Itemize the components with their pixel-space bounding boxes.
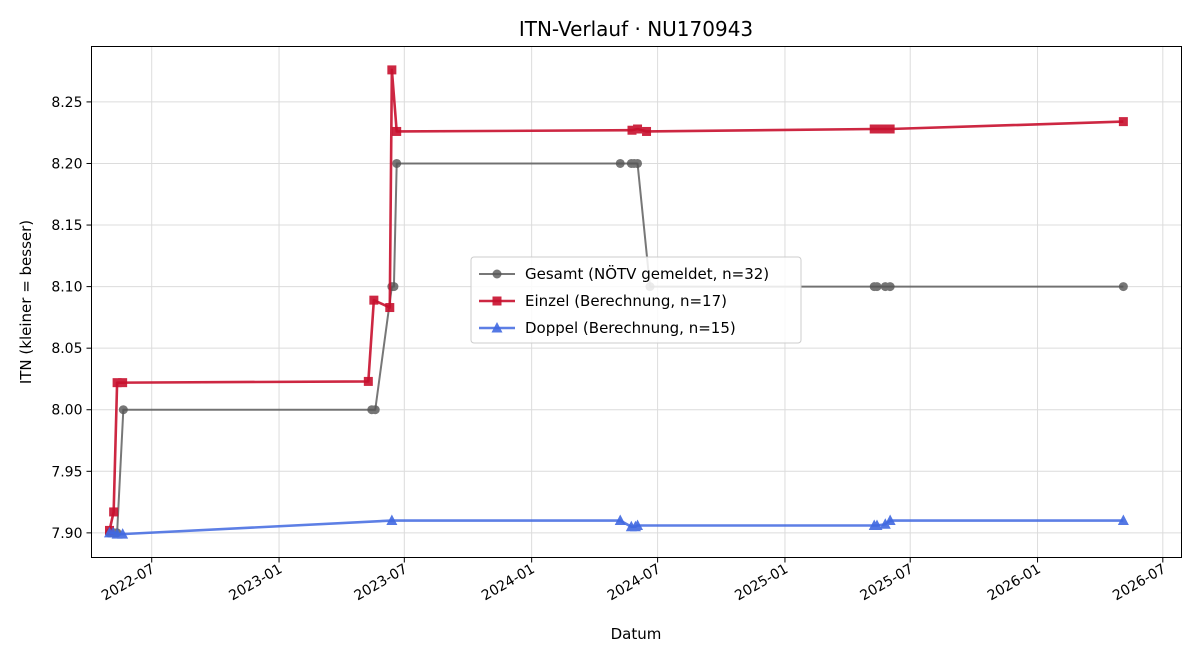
series-layer — [103, 65, 1129, 539]
data-point — [392, 126, 402, 136]
x-tick-label: 2026-01 — [985, 561, 1044, 604]
data-point — [614, 514, 626, 526]
data-point — [117, 528, 129, 539]
x-tick-label: 2025-07 — [858, 561, 917, 604]
x-tick-label: 2024-07 — [605, 561, 664, 604]
y-axis-ticks: 7.90 7.95 8.00 8.05 8.10 8.15 8.20 8.25 — [51, 95, 92, 542]
data-point — [370, 405, 380, 415]
legend-label: Einzel (Berechnung, n=17) — [525, 292, 727, 310]
data-point — [885, 282, 895, 292]
data-point — [369, 295, 379, 305]
data-point — [878, 124, 888, 134]
legend-item: Doppel (Berechnung, n=15) — [479, 319, 736, 337]
y-tick-label: 7.95 — [51, 464, 82, 480]
data-point — [633, 158, 643, 168]
data-point — [118, 405, 128, 415]
x-tick-label: 2023-07 — [352, 561, 411, 604]
legend-box — [470, 256, 802, 344]
legend-marker — [492, 296, 502, 306]
data-point — [385, 303, 395, 313]
series-markers — [103, 514, 1129, 539]
data-point — [884, 514, 896, 526]
data-point — [879, 518, 891, 529]
data-point — [389, 282, 399, 292]
data-point — [387, 65, 397, 75]
data-point — [869, 124, 879, 134]
data-point — [632, 519, 644, 530]
data-point — [112, 378, 122, 388]
series-square — [104, 65, 1128, 535]
data-point — [363, 376, 373, 386]
data-point — [885, 124, 895, 134]
y-tick-label: 8.10 — [51, 280, 82, 296]
data-point — [118, 378, 128, 388]
y-tick-label: 8.20 — [51, 156, 82, 172]
data-point — [872, 282, 882, 292]
data-point — [871, 519, 883, 530]
legend-label: Gesamt (NÖTV gemeldet, n=32) — [525, 264, 769, 283]
data-point — [627, 125, 637, 135]
data-point — [1118, 282, 1128, 292]
legend-marker — [491, 322, 503, 333]
x-tick-label: 2022-07 — [99, 561, 158, 604]
legend: Gesamt (NÖTV gemeldet, n=32) Einzel (Bere… — [470, 256, 802, 344]
x-tick-label: 2024-01 — [479, 561, 538, 604]
legend-item: Gesamt (NÖTV gemeldet, n=32) — [479, 264, 769, 283]
y-axis-label: ITN (kleiner = besser) — [17, 220, 35, 384]
x-tick-label: 2023-01 — [226, 561, 285, 604]
series-markers — [104, 65, 1128, 535]
data-point — [1118, 117, 1128, 127]
data-point — [615, 158, 625, 168]
data-point — [1117, 514, 1129, 526]
legend-marker-shape — [491, 322, 503, 333]
data-point — [642, 126, 652, 136]
y-tick-label: 8.05 — [51, 341, 82, 357]
data-point — [109, 507, 119, 517]
x-axis-ticks: 2022-07 2023-01 2023-07 2024-01 2024-07 2025-… — [99, 557, 1169, 604]
legend-item: Einzel (Berechnung, n=17) — [479, 292, 727, 310]
y-tick-label: 8.25 — [51, 95, 82, 111]
data-point — [392, 158, 402, 168]
x-tick-label: 2025-01 — [732, 561, 791, 604]
data-point — [386, 514, 398, 526]
plot-frame — [91, 46, 1182, 558]
y-tick-label: 7.90 — [51, 526, 82, 542]
y-tick-label: 8.15 — [51, 218, 82, 234]
series-triangle — [103, 514, 1129, 539]
legend-marker — [492, 269, 502, 279]
y-tick-label: 8.00 — [51, 403, 82, 419]
legend-marker-shape — [492, 296, 502, 306]
data-point — [633, 124, 643, 134]
legend-label: Doppel (Berechnung, n=15) — [525, 319, 736, 337]
x-axis-label: Datum — [611, 625, 662, 643]
chart-title: ITN-Verlauf · NU170943 — [519, 17, 753, 41]
x-tick-label: 2026-07 — [1110, 561, 1169, 604]
legend-marker-shape — [492, 269, 502, 279]
